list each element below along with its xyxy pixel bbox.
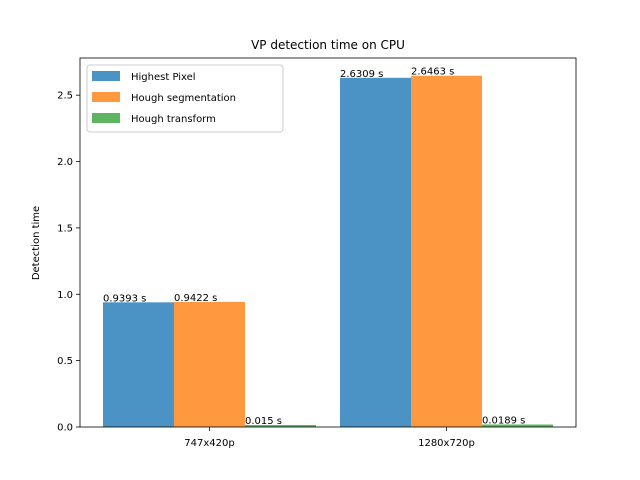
legend-label: Hough segmentation — [131, 93, 236, 104]
bar — [174, 301, 245, 427]
data-label: 0.9422 s — [174, 293, 217, 304]
chart-title: VP detection time on CPU — [251, 38, 405, 52]
x-axis: 747x420p 1280x720p — [184, 427, 475, 449]
legend-label: Highest Pixel — [131, 72, 196, 83]
y-axis-title: Detection time — [31, 206, 42, 280]
x-tick-label: 1280x720p — [418, 438, 475, 449]
data-label: 2.6463 s — [411, 67, 454, 78]
y-tick-label: 2.0 — [57, 157, 73, 168]
legend-swatch — [92, 71, 120, 81]
data-label: 0.0189 s — [482, 415, 525, 426]
data-label: 0.015 s — [245, 416, 282, 427]
plot-frame — [79, 57, 577, 428]
data-label: 0.9393 s — [103, 293, 146, 304]
x-tick-label: 747x420p — [184, 438, 234, 449]
y-tick-label: 1.0 — [57, 290, 73, 301]
bars-layer — [103, 75, 553, 427]
legend-box — [86, 64, 284, 133]
y-tick-label: 1.5 — [57, 223, 73, 234]
bar — [411, 75, 482, 427]
y-tick-label: 0.5 — [57, 356, 73, 367]
data-label: 2.6309 s — [340, 69, 383, 80]
bar — [482, 424, 553, 427]
bar — [245, 425, 316, 427]
legend-swatch — [92, 113, 120, 123]
y-tick-label: 2.5 — [57, 91, 73, 102]
y-tick-label: 0.0 — [57, 423, 73, 434]
legend-swatch — [92, 92, 120, 102]
bar — [340, 77, 411, 427]
legend: Highest Pixel Hough segmentation Hough tra… — [86, 64, 284, 133]
legend-label: Hough transform — [131, 114, 216, 125]
data-labels-layer: 0.9393 s 2.6309 s 0.9422 s 2.6463 s 0.015 s 0… — [103, 67, 525, 427]
y-axis: 0.0 0.5 1.0 1.5 2.0 2.5 — [57, 91, 80, 434]
bar — [103, 302, 174, 427]
